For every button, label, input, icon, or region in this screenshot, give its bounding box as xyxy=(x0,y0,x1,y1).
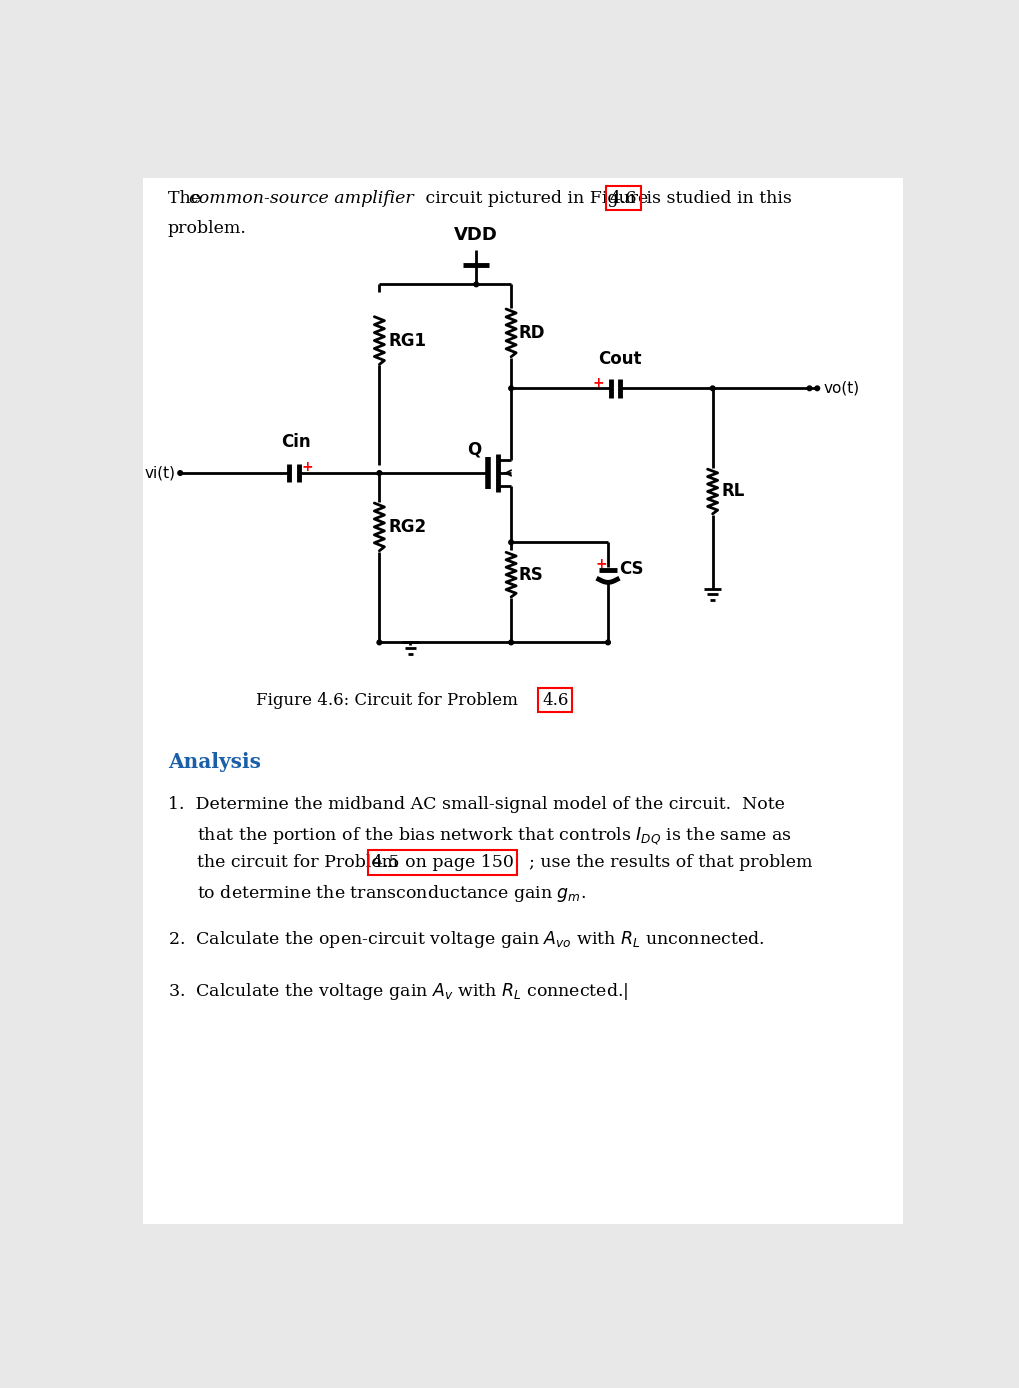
Text: 2.  Calculate the open-circuit voltage gain $A_{vo}$ with $R_L$ unconnected.: 2. Calculate the open-circuit voltage ga… xyxy=(168,929,763,949)
Circle shape xyxy=(377,640,381,645)
Circle shape xyxy=(709,386,714,390)
Text: 3.  Calculate the voltage gain $A_v$ with $R_L$ connected.|: 3. Calculate the voltage gain $A_v$ with… xyxy=(168,981,628,1002)
Text: 4.6: 4.6 xyxy=(609,190,637,207)
Circle shape xyxy=(814,386,819,390)
Text: Cin: Cin xyxy=(280,433,310,451)
FancyBboxPatch shape xyxy=(143,178,902,1224)
Text: 4.6: 4.6 xyxy=(541,691,568,709)
Text: The: The xyxy=(168,190,206,207)
Text: common-source amplifier: common-source amplifier xyxy=(189,190,413,207)
Circle shape xyxy=(605,640,609,645)
Circle shape xyxy=(474,282,478,287)
Text: Q: Q xyxy=(467,441,481,459)
Text: 4.5 on page 150: 4.5 on page 150 xyxy=(371,854,513,872)
Text: 1.  Determine the midband AC small-signal model of the circuit.  Note: 1. Determine the midband AC small-signal… xyxy=(168,797,784,813)
Text: CS: CS xyxy=(619,559,643,577)
Circle shape xyxy=(177,471,182,475)
Text: +: + xyxy=(592,376,604,390)
Text: vi(t): vi(t) xyxy=(145,465,175,480)
Text: +: + xyxy=(595,557,607,570)
Text: RG2: RG2 xyxy=(388,518,426,536)
Text: is studied in this: is studied in this xyxy=(640,190,791,207)
Text: circuit pictured in Figure: circuit pictured in Figure xyxy=(419,190,653,207)
Text: the circuit for Problem: the circuit for Problem xyxy=(197,854,404,872)
Text: vo(t): vo(t) xyxy=(822,380,859,396)
Text: Analysis: Analysis xyxy=(168,752,261,772)
Circle shape xyxy=(508,540,513,544)
Text: +: + xyxy=(302,459,313,473)
Text: VDD: VDD xyxy=(453,226,497,243)
Text: RS: RS xyxy=(519,566,543,584)
Text: RL: RL xyxy=(721,483,745,501)
Text: Figure 4.6: Circuit for Problem: Figure 4.6: Circuit for Problem xyxy=(256,691,523,709)
Text: Cout: Cout xyxy=(597,350,641,368)
Text: that the portion of the bias network that controls $I_{DQ}$ is the same as: that the portion of the bias network tha… xyxy=(197,826,792,847)
Circle shape xyxy=(508,640,513,645)
Circle shape xyxy=(806,386,811,390)
Text: RD: RD xyxy=(519,323,545,341)
Circle shape xyxy=(508,386,513,390)
Text: problem.: problem. xyxy=(168,221,247,237)
Circle shape xyxy=(377,471,381,475)
Text: ; use the results of that problem: ; use the results of that problem xyxy=(529,854,812,872)
Text: to determine the transconductance gain $g_m$.: to determine the transconductance gain $… xyxy=(197,883,586,904)
Text: RG1: RG1 xyxy=(388,332,426,350)
